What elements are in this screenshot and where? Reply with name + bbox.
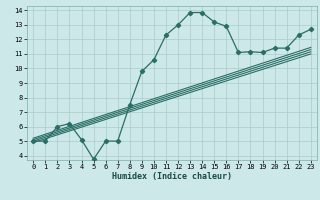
X-axis label: Humidex (Indice chaleur): Humidex (Indice chaleur) bbox=[112, 172, 232, 181]
